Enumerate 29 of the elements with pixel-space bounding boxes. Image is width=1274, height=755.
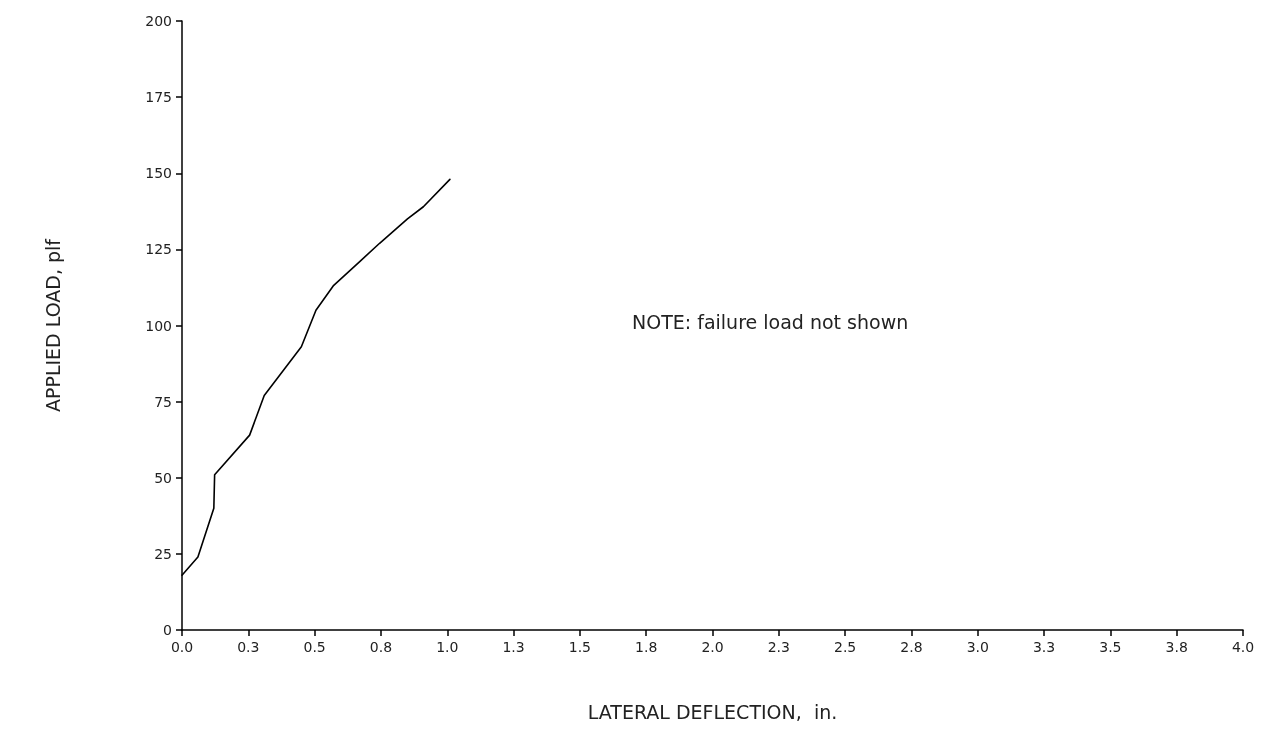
x-tick-label: 2.8 <box>900 639 923 655</box>
y-axis-title: APPLIED LOAD, plf <box>41 237 64 413</box>
x-tick-label: 2.0 <box>701 639 724 655</box>
x-tick-label: 4.0 <box>1231 639 1255 655</box>
y-tick-label: 125 <box>145 241 172 258</box>
x-tick-label: 1.3 <box>502 639 525 655</box>
y-tick-label: 0 <box>163 622 172 638</box>
x-tick-label: 1.0 <box>436 639 459 655</box>
annotation: NOTE: failure load not shown <box>632 310 909 333</box>
y-tick-label: 25 <box>154 545 172 562</box>
y-tick-label: 150 <box>145 165 172 182</box>
x-tick-label: 0.0 <box>170 639 194 655</box>
x-tick-label: 3.8 <box>1165 639 1188 655</box>
x-tick-label: 0.3 <box>237 639 260 655</box>
x-tick-label: 2.3 <box>767 639 790 655</box>
x-tick-label: 0.5 <box>303 639 326 655</box>
y-tick-label: 50 <box>154 469 172 486</box>
y-tick-label: 200 <box>145 13 172 29</box>
x-tick-label: 2.5 <box>833 639 857 655</box>
x-axis-title: LATERAL DEFLECTION, in. <box>587 700 838 723</box>
y-tick-label: 100 <box>145 317 172 334</box>
y-tick-label: 175 <box>145 89 172 106</box>
x-tick-label: 0.8 <box>369 639 393 655</box>
x-tick-label: 1.8 <box>635 639 658 655</box>
x-tick-label: 3.5 <box>1099 639 1122 655</box>
x-tick-label: 3.0 <box>966 639 989 655</box>
y-tick-label: 75 <box>154 393 172 410</box>
x-tick-label: 3.3 <box>1032 639 1056 655</box>
x-tick-label: 1.5 <box>568 639 592 655</box>
